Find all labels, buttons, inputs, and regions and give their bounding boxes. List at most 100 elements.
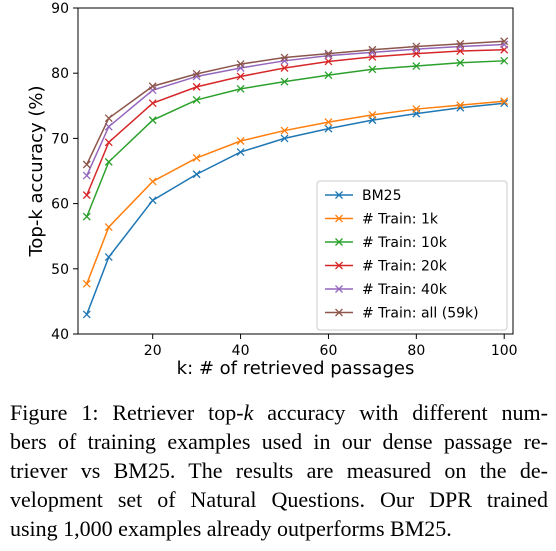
y-axis-label: Top-k accuracy (%)	[26, 85, 47, 257]
legend-entry: BM25	[325, 188, 402, 204]
caption-text: using 1,000 examples already outperforms…	[10, 516, 452, 541]
data-point	[148, 82, 157, 91]
data-point	[280, 77, 289, 86]
legend-label: # Train: 40k	[362, 282, 448, 298]
data-point	[456, 101, 465, 110]
y-tick-label: 80	[51, 66, 69, 82]
data-point	[104, 223, 113, 232]
data-point	[280, 53, 289, 62]
data-point	[104, 157, 113, 166]
caption-text: Figure 1: Retriever top-	[10, 400, 244, 425]
data-point	[280, 134, 289, 143]
legend-label: # Train: 10k	[362, 235, 448, 251]
data-point	[236, 72, 245, 81]
series-layer	[82, 37, 509, 319]
data-point	[412, 42, 421, 51]
legend-swatch-marker	[335, 285, 343, 293]
data-point	[500, 56, 509, 65]
data-point	[412, 105, 421, 114]
y-tick-label: 60	[51, 197, 69, 213]
x-tick-label: 100	[491, 343, 518, 359]
data-point	[236, 137, 245, 145]
figure-caption: Figure 1: Retriever top-k accuracy with …	[10, 398, 548, 543]
x-tick-label: 20	[144, 343, 162, 359]
plot-border	[77, 7, 514, 335]
y-tick-label: 50	[51, 262, 69, 278]
legend-swatch-marker	[335, 261, 343, 270]
legend-entry: # Train: all (59k)	[325, 306, 479, 322]
data-point	[500, 40, 509, 49]
caption-line: bers of training examples used in our de…	[10, 427, 548, 456]
x-axis-label: k: # of retrieved passages	[177, 358, 415, 379]
data-point	[192, 95, 201, 104]
data-point	[82, 279, 91, 288]
data-point	[324, 49, 333, 58]
y-tick-label: 40	[51, 327, 69, 343]
data-point	[412, 62, 421, 70]
caption-line: triever vs BM25. The results are measure…	[10, 456, 548, 485]
caption-variable-k: k	[243, 400, 254, 425]
data-point	[104, 114, 113, 123]
series-train-20k	[82, 45, 509, 200]
data-point	[456, 58, 465, 67]
legend-swatch-marker	[335, 191, 343, 199]
legend-label: # Train: 20k	[362, 259, 448, 275]
data-point	[82, 310, 91, 319]
data-point	[236, 84, 245, 93]
y-tick-label: 90	[51, 1, 69, 17]
y-axis-ticks: 40 50 60 70 80 90	[51, 1, 78, 343]
data-point	[148, 196, 157, 205]
series-train-all-59k	[82, 37, 509, 169]
caption-text: triever vs BM25. The results are measure…	[10, 458, 548, 483]
legend-swatch-marker	[335, 238, 343, 246]
legend-label: # Train: 1k	[362, 212, 439, 228]
legend-label: # Train: all (59k)	[362, 306, 479, 322]
data-point	[104, 253, 113, 262]
data-point	[192, 170, 201, 179]
x-tick-label: 80	[407, 343, 425, 359]
data-point	[148, 116, 157, 125]
legend-label: BM25	[362, 188, 402, 204]
data-point	[456, 39, 465, 48]
series-train-1k	[82, 97, 509, 288]
data-point	[368, 110, 377, 119]
data-point	[236, 60, 245, 69]
legend-entry: # Train: 20k	[325, 259, 448, 275]
legend-entry: # Train: 1k	[325, 212, 439, 228]
data-point	[192, 82, 201, 91]
legend-entry: # Train: 40k	[325, 282, 448, 298]
caption-text: bers of training examples used in our de…	[10, 429, 548, 454]
accuracy-line-chart: 40 50 60 70 80 90 20 40 60 80 100 k: # of retriev…	[26, 1, 518, 379]
data-point	[82, 160, 91, 169]
legend-box	[316, 180, 508, 331]
x-tick-label: 60	[320, 343, 338, 359]
data-point	[104, 138, 113, 147]
data-point	[192, 69, 201, 78]
data-point	[500, 37, 509, 46]
legend-swatch-marker	[335, 214, 343, 223]
data-point	[368, 65, 377, 74]
y-tick-label: 70	[51, 131, 69, 147]
x-tick-label: 40	[232, 343, 250, 359]
data-point	[324, 71, 333, 80]
series-bm25	[82, 99, 509, 319]
data-point	[148, 99, 157, 108]
caption-line: using 1,000 examples already outperforms…	[10, 514, 548, 543]
caption-text: accuracy with different num-	[253, 400, 548, 425]
data-point	[82, 212, 91, 221]
caption-text: velopment set of Natural Questions. Our …	[10, 487, 548, 512]
legend-swatch-marker	[335, 308, 343, 317]
legend: BM25 # Train: 1k # Train: 10k # Train: 20k #…	[316, 180, 508, 331]
data-point	[192, 154, 201, 162]
data-point	[324, 118, 333, 127]
caption-line: Figure 1: Retriever top-k accuracy with …	[10, 398, 548, 427]
legend-entry: # Train: 10k	[325, 235, 448, 251]
plot-frame	[77, 7, 514, 335]
series-train-10k	[82, 56, 509, 221]
data-point	[280, 126, 289, 135]
data-point	[236, 148, 245, 157]
data-point	[82, 171, 91, 180]
data-point	[280, 64, 289, 72]
data-point	[368, 45, 377, 54]
data-point	[324, 124, 333, 133]
